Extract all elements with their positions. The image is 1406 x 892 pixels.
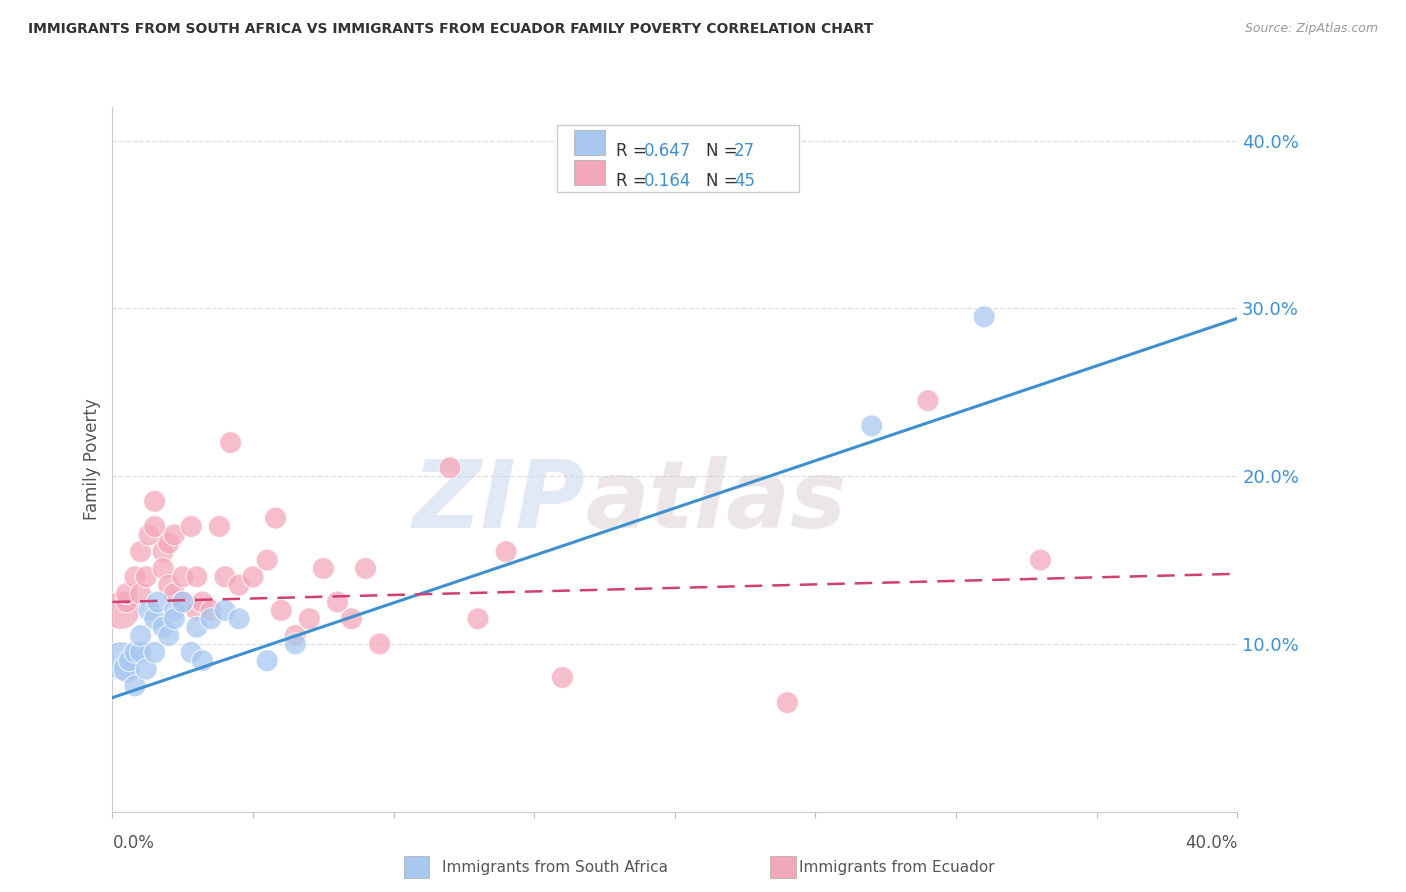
Point: [186, 603, 208, 617]
Text: atlas: atlas: [585, 456, 846, 548]
Point: [152, 620, 174, 634]
Point: [917, 393, 939, 408]
Text: 0.647: 0.647: [644, 142, 692, 160]
Point: [163, 612, 186, 626]
Point: [298, 612, 321, 626]
Point: [124, 645, 146, 659]
Point: [115, 662, 138, 676]
Point: [118, 654, 141, 668]
Text: 27: 27: [734, 142, 755, 160]
Point: [495, 544, 517, 558]
Point: [284, 628, 307, 642]
Point: [129, 628, 152, 642]
Point: [138, 603, 160, 617]
Point: [312, 561, 335, 575]
Text: R =: R =: [616, 142, 652, 160]
Text: Immigrants from South Africa: Immigrants from South Africa: [443, 860, 668, 874]
Point: [191, 654, 214, 668]
Point: [208, 519, 231, 533]
Point: [242, 570, 264, 584]
Text: N =: N =: [706, 142, 742, 160]
Point: [157, 628, 180, 642]
Point: [368, 637, 391, 651]
Y-axis label: Family Poverty: Family Poverty: [83, 399, 101, 520]
Point: [124, 679, 146, 693]
Point: [163, 586, 186, 600]
Point: [143, 519, 166, 533]
Point: [256, 654, 278, 668]
Point: [256, 553, 278, 567]
Point: [326, 595, 349, 609]
Point: [129, 544, 152, 558]
Text: Source: ZipAtlas.com: Source: ZipAtlas.com: [1244, 22, 1378, 36]
Point: [163, 528, 186, 542]
Point: [264, 511, 287, 525]
Text: 0.164: 0.164: [644, 171, 692, 189]
Text: IMMIGRANTS FROM SOUTH AFRICA VS IMMIGRANTS FROM ECUADOR FAMILY POVERTY CORRELATI: IMMIGRANTS FROM SOUTH AFRICA VS IMMIGRAN…: [28, 22, 873, 37]
Point: [354, 561, 377, 575]
Point: [1029, 553, 1052, 567]
Point: [191, 595, 214, 609]
Point: [129, 645, 152, 659]
Point: [214, 603, 236, 617]
Point: [284, 637, 307, 651]
Point: [467, 612, 489, 626]
Point: [143, 494, 166, 508]
Text: 45: 45: [734, 171, 755, 189]
Point: [180, 519, 202, 533]
Point: [146, 595, 169, 609]
Text: 40.0%: 40.0%: [1185, 834, 1237, 852]
Point: [110, 654, 132, 668]
Point: [200, 603, 222, 617]
Point: [163, 603, 186, 617]
Point: [115, 595, 138, 609]
Point: [186, 620, 208, 634]
Point: [135, 570, 157, 584]
Point: [135, 662, 157, 676]
Point: [115, 586, 138, 600]
Point: [219, 435, 242, 450]
Point: [110, 603, 132, 617]
Text: Immigrants from Ecuador: Immigrants from Ecuador: [799, 860, 995, 874]
Point: [124, 570, 146, 584]
Text: ZIP: ZIP: [412, 456, 585, 548]
Point: [228, 612, 250, 626]
Point: [214, 570, 236, 584]
Point: [172, 595, 194, 609]
Point: [200, 612, 222, 626]
Point: [228, 578, 250, 592]
Text: R =: R =: [616, 171, 652, 189]
Text: 0.0%: 0.0%: [112, 834, 155, 852]
Point: [157, 536, 180, 550]
Point: [129, 586, 152, 600]
Point: [186, 570, 208, 584]
Point: [270, 603, 292, 617]
Point: [138, 528, 160, 542]
Point: [439, 460, 461, 475]
Point: [172, 570, 194, 584]
Point: [180, 645, 202, 659]
Point: [860, 418, 883, 433]
Point: [551, 671, 574, 685]
Point: [776, 696, 799, 710]
Point: [157, 578, 180, 592]
Text: N =: N =: [706, 171, 742, 189]
Point: [152, 544, 174, 558]
Point: [143, 645, 166, 659]
Point: [152, 561, 174, 575]
Point: [143, 612, 166, 626]
Point: [340, 612, 363, 626]
Point: [973, 310, 995, 324]
Point: [172, 595, 194, 609]
